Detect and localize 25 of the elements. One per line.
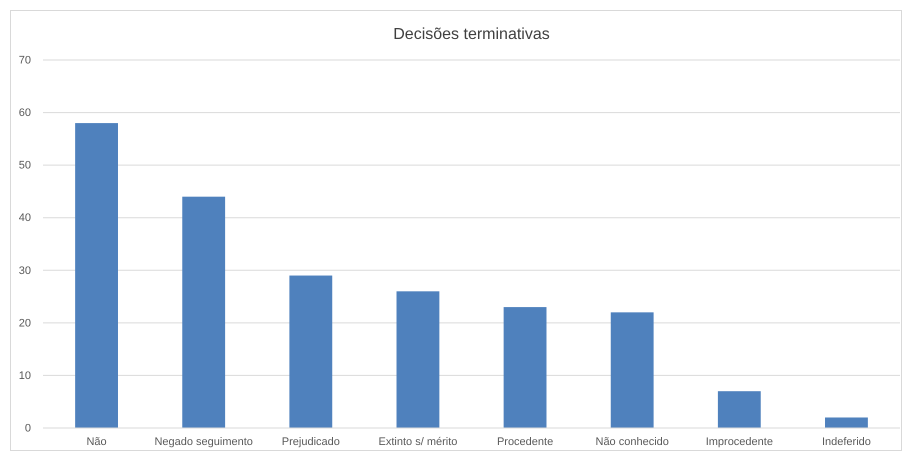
bar	[825, 417, 868, 428]
y-tick-label: 70	[18, 54, 31, 67]
y-tick-label: 40	[18, 212, 31, 224]
y-tick-label: 30	[18, 264, 31, 277]
x-tick-label: Improcedente	[706, 436, 773, 448]
bar	[610, 312, 654, 428]
bar	[75, 123, 118, 428]
x-tick-label: Indeferido	[822, 436, 871, 448]
x-tick-label: Não conhecido	[595, 436, 669, 448]
bar	[182, 196, 226, 428]
bar	[718, 391, 761, 428]
y-tick-label: 60	[18, 107, 31, 120]
y-tick-label: 0	[24, 422, 31, 435]
y-tick-label: 10	[18, 370, 31, 382]
chart-title: Decisões terminativas	[393, 26, 550, 43]
x-tick-label: Procedente	[496, 436, 554, 448]
x-tick-label: Extinto s/ mérito	[378, 436, 458, 448]
y-tick-label: 50	[18, 160, 31, 172]
bar	[504, 307, 546, 428]
x-tick-label: Negado seguimento	[154, 436, 253, 448]
x-tick-label: Não	[86, 436, 107, 448]
bar	[396, 291, 440, 428]
bar	[289, 276, 332, 428]
x-tick-label: Prejudicado	[282, 436, 340, 448]
y-tick-label: 20	[18, 317, 31, 330]
